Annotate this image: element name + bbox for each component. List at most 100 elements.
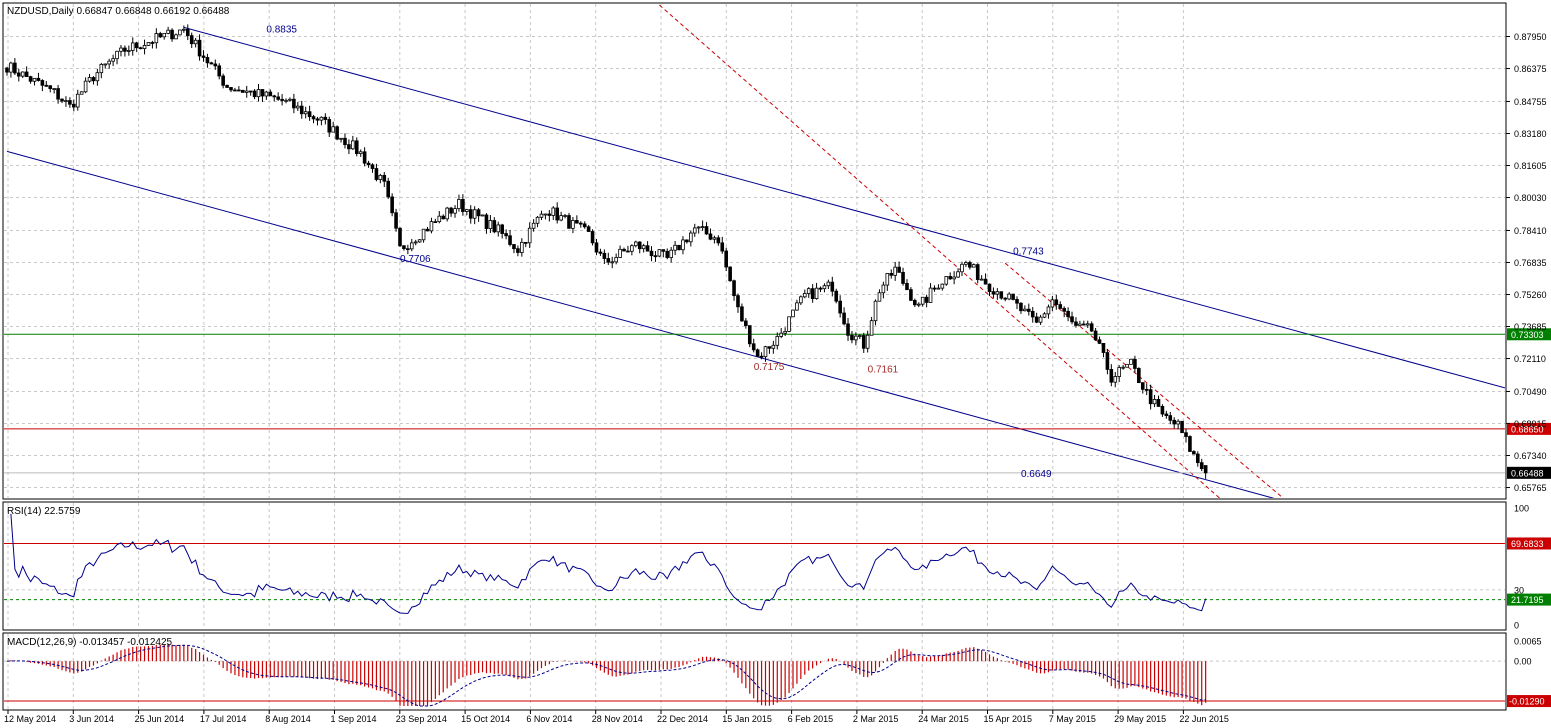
candle[interactable]: [1164, 410, 1169, 419]
candle[interactable]: [284, 98, 288, 104]
candle[interactable]: [767, 346, 772, 354]
trend-line[interactable]: [6, 150, 1276, 499]
candle[interactable]: [877, 289, 882, 302]
candle[interactable]: [299, 100, 304, 119]
candle[interactable]: [40, 79, 45, 92]
candle[interactable]: [134, 41, 139, 53]
candle[interactable]: [740, 303, 744, 322]
candle[interactable]: [303, 106, 308, 119]
candle[interactable]: [276, 92, 280, 101]
candle[interactable]: [531, 219, 536, 232]
candle[interactable]: [685, 239, 689, 244]
candle[interactable]: [649, 246, 654, 262]
candle[interactable]: [484, 213, 489, 234]
candle[interactable]: [759, 352, 764, 360]
candle[interactable]: [861, 332, 866, 353]
candle[interactable]: [36, 72, 41, 82]
candle[interactable]: [936, 284, 941, 290]
macd-signal-line[interactable]: [6, 644, 1206, 707]
candle[interactable]: [1085, 320, 1090, 329]
candle[interactable]: [1070, 311, 1074, 325]
candle[interactable]: [319, 116, 324, 126]
candle[interactable]: [1038, 314, 1043, 325]
candle[interactable]: [893, 261, 897, 281]
candle[interactable]: [802, 289, 807, 299]
candle[interactable]: [374, 163, 379, 182]
candle[interactable]: [225, 84, 229, 88]
candle[interactable]: [52, 88, 56, 94]
candle[interactable]: [869, 316, 874, 336]
candle[interactable]: [315, 116, 320, 126]
candle[interactable]: [335, 125, 339, 141]
candle[interactable]: [429, 217, 434, 234]
candle[interactable]: [20, 71, 25, 79]
candle[interactable]: [1034, 312, 1039, 324]
candle[interactable]: [1046, 304, 1051, 319]
candle[interactable]: [142, 39, 147, 55]
candle[interactable]: [598, 248, 603, 256]
candle[interactable]: [555, 202, 559, 224]
candle[interactable]: [1176, 419, 1180, 430]
candle[interactable]: [1003, 297, 1008, 302]
candle[interactable]: [5, 66, 9, 76]
candle[interactable]: [56, 84, 60, 104]
candle[interactable]: [968, 260, 972, 270]
candle[interactable]: [457, 194, 461, 212]
candle[interactable]: [72, 99, 76, 112]
candle[interactable]: [964, 260, 968, 267]
candle[interactable]: [1011, 293, 1015, 301]
candle[interactable]: [1160, 404, 1165, 417]
candle[interactable]: [889, 269, 894, 279]
candle[interactable]: [488, 215, 493, 233]
candle[interactable]: [1188, 435, 1192, 452]
candle[interactable]: [578, 221, 583, 228]
candle[interactable]: [472, 206, 477, 225]
candle[interactable]: [193, 37, 198, 48]
candle[interactable]: [1203, 465, 1208, 479]
candle[interactable]: [692, 223, 697, 237]
candle[interactable]: [987, 283, 992, 297]
candle[interactable]: [44, 81, 49, 87]
candle[interactable]: [1152, 394, 1157, 408]
candle[interactable]: [252, 89, 257, 100]
candle[interactable]: [901, 267, 905, 286]
candle[interactable]: [9, 61, 13, 78]
candle[interactable]: [527, 222, 532, 248]
candle[interactable]: [775, 332, 780, 350]
candle[interactable]: [233, 87, 237, 92]
candle[interactable]: [834, 288, 839, 304]
candle[interactable]: [696, 226, 701, 234]
candle[interactable]: [185, 24, 190, 41]
candle[interactable]: [1019, 302, 1023, 314]
candle[interactable]: [873, 299, 878, 326]
candle[interactable]: [897, 261, 901, 273]
candle[interactable]: [547, 210, 552, 222]
candle[interactable]: [413, 239, 418, 246]
candle[interactable]: [402, 245, 406, 251]
candle[interactable]: [138, 46, 143, 50]
candle[interactable]: [237, 86, 241, 92]
candle[interactable]: [1125, 363, 1129, 368]
candle[interactable]: [818, 286, 823, 293]
candle[interactable]: [492, 217, 497, 234]
candle[interactable]: [940, 283, 945, 291]
candle[interactable]: [327, 116, 332, 137]
candle[interactable]: [1078, 320, 1082, 326]
candle[interactable]: [567, 212, 571, 229]
candle[interactable]: [1184, 428, 1188, 443]
candle[interactable]: [453, 205, 457, 218]
candle[interactable]: [779, 328, 784, 339]
candle[interactable]: [240, 89, 245, 93]
candle[interactable]: [182, 25, 186, 33]
candle[interactable]: [28, 75, 33, 84]
candle[interactable]: [653, 250, 658, 262]
candle[interactable]: [170, 28, 174, 42]
candle[interactable]: [68, 97, 72, 108]
candle[interactable]: [614, 253, 618, 265]
candle[interactable]: [850, 330, 854, 344]
rsi-line[interactable]: [10, 513, 1207, 614]
candle[interactable]: [288, 97, 292, 102]
candle[interactable]: [669, 247, 673, 263]
candle[interactable]: [386, 177, 391, 199]
candle[interactable]: [712, 235, 717, 244]
